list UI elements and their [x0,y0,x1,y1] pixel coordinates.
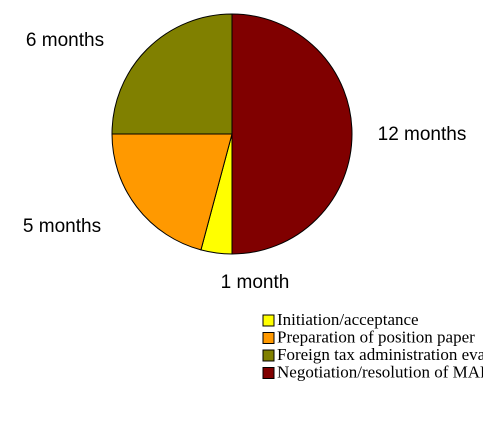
legend-swatch [262,332,275,344]
legend-label: Preparation of position paper [277,327,475,346]
legend-label: Initiation/acceptance [277,310,419,329]
pie-slice [111,133,233,251]
legend-label: Foreign tax administration evaluation [277,345,483,364]
pie-slice [111,13,233,135]
legend-label: Negotiation/resolution of MAP [277,362,483,381]
slice-label: 1 month [221,272,290,293]
legend-swatch [262,314,275,327]
slice-label: 6 months [26,30,104,51]
legend-swatch [262,367,275,379]
pie-slice [231,13,353,255]
legend-swatch [262,349,275,362]
slice-label: 12 months [378,124,467,145]
slice-label: 5 months [23,216,101,237]
